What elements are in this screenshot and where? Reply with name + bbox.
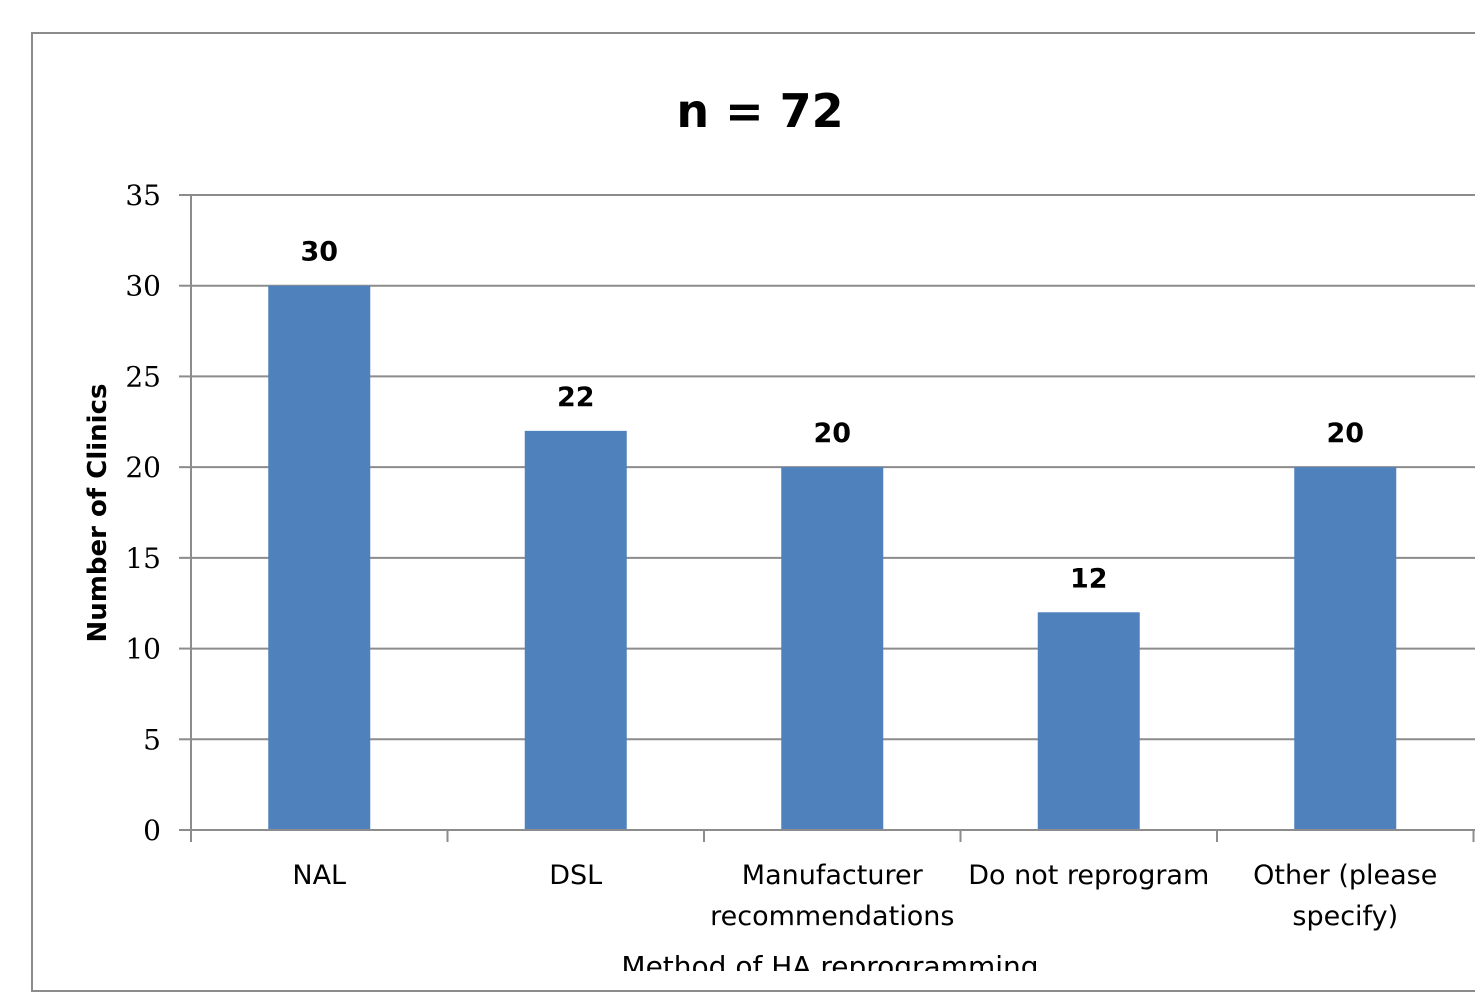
bar (524, 430, 627, 830)
bars (268, 285, 1397, 830)
x-axis-label: Method of HA reprogramming (621, 950, 1038, 971)
chart-title: n = 72 (676, 84, 843, 138)
axes (179, 194, 1475, 842)
x-category-label: specify) (1292, 901, 1398, 932)
bar-chart: n = 72 0 5 10 15 20 25 30 35 NAL DSL Manufacturer… (83, 84, 1475, 971)
x-category-label: recommendations (710, 901, 954, 932)
data-label: 22 (557, 382, 595, 413)
bar (1037, 612, 1140, 830)
y-tick-label: 25 (125, 360, 161, 393)
y-tick-label: 35 (125, 179, 161, 212)
bar (268, 285, 371, 830)
x-category-label: DSL (549, 860, 602, 891)
x-category-label: Manufacturer (742, 860, 924, 891)
data-label: 30 (300, 237, 338, 268)
y-tick-label: 0 (143, 814, 161, 847)
x-category-label: NAL (292, 860, 346, 891)
bar (781, 467, 884, 830)
y-axis-label: Number of Clinics (83, 384, 113, 643)
y-tick-label: 10 (125, 633, 161, 666)
y-tick-label: 5 (143, 723, 161, 756)
y-tick-labels: 0 5 10 15 20 25 30 35 (125, 179, 161, 847)
x-category-labels: NAL DSL Manufacturer recommendations Do not … (292, 860, 1437, 932)
data-label: 12 (1070, 563, 1108, 594)
x-category-label: Do not reprogram (968, 860, 1209, 891)
bar (1294, 467, 1397, 830)
y-tick-label: 20 (125, 451, 161, 484)
y-tick-label: 30 (125, 270, 161, 303)
x-category-label: Other (please (1253, 860, 1437, 891)
data-label: 20 (813, 418, 851, 449)
y-tick-label: 15 (125, 542, 161, 575)
data-label: 20 (1326, 418, 1364, 449)
data-labels: 30 22 20 12 20 (300, 237, 1364, 595)
